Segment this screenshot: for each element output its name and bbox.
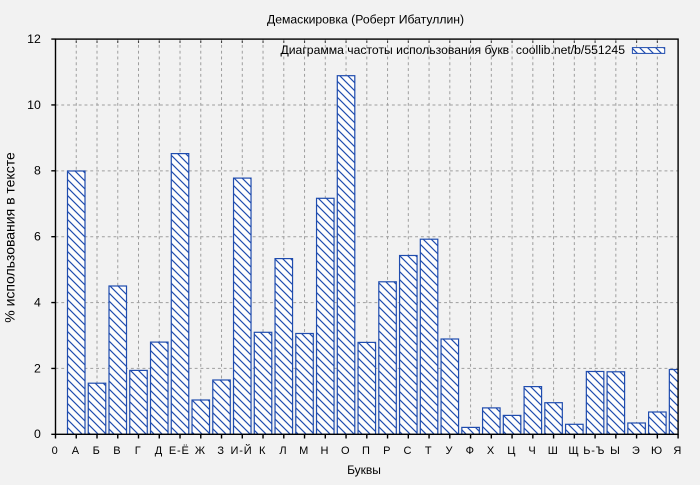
svg-text:П: П xyxy=(362,445,370,457)
svg-text:4: 4 xyxy=(34,295,41,309)
svg-text:Диаграмма частоты использовани: Диаграмма частоты использования букв coo… xyxy=(281,43,626,57)
svg-text:Ю: Ю xyxy=(651,445,662,457)
svg-text:З: З xyxy=(217,445,224,457)
svg-text:Х: Х xyxy=(487,445,495,457)
svg-text:Буквы: Буквы xyxy=(347,463,381,477)
svg-text:Ь-Ъ: Ь-Ъ xyxy=(583,445,605,457)
svg-text:Л: Л xyxy=(279,445,286,457)
svg-text:У: У xyxy=(446,445,454,457)
svg-text:К: К xyxy=(259,445,266,457)
svg-text:Э: Э xyxy=(632,445,640,457)
svg-text:10: 10 xyxy=(27,98,41,112)
svg-text:Р: Р xyxy=(383,445,390,457)
svg-text:0: 0 xyxy=(52,445,58,457)
svg-text:Демаскировка (Роберт Ибатуллин: Демаскировка (Роберт Ибатуллин) xyxy=(267,12,464,26)
svg-text:Т: Т xyxy=(425,445,432,457)
svg-text:Ц: Ц xyxy=(507,445,515,457)
svg-text:Е-Ё: Е-Ё xyxy=(169,445,190,457)
svg-text:Щ: Щ xyxy=(568,445,578,457)
svg-text:Я: Я xyxy=(673,445,681,457)
svg-text:2: 2 xyxy=(34,361,41,375)
svg-text:О: О xyxy=(341,445,350,457)
svg-text:Ч: Ч xyxy=(528,445,535,457)
svg-text:Ж: Ж xyxy=(195,445,205,457)
svg-text:В: В xyxy=(113,445,120,457)
svg-text:% использования в тексте: % использования в тексте xyxy=(2,152,18,323)
svg-text:6: 6 xyxy=(34,230,41,244)
svg-text:Д: Д xyxy=(155,445,163,457)
svg-text:И-Й: И-Й xyxy=(231,444,253,457)
svg-text:С: С xyxy=(404,445,412,457)
svg-text:М: М xyxy=(299,445,308,457)
svg-text:Г: Г xyxy=(135,445,141,457)
svg-text:Б: Б xyxy=(93,445,100,457)
svg-text:12: 12 xyxy=(27,32,41,46)
svg-text:Ф: Ф xyxy=(466,445,474,457)
svg-text:А: А xyxy=(72,445,80,457)
svg-text:0: 0 xyxy=(34,427,41,441)
svg-text:Ш: Ш xyxy=(548,445,558,457)
svg-text:8: 8 xyxy=(34,164,41,178)
svg-text:Н: Н xyxy=(321,445,329,457)
svg-text:Ы: Ы xyxy=(610,445,620,457)
